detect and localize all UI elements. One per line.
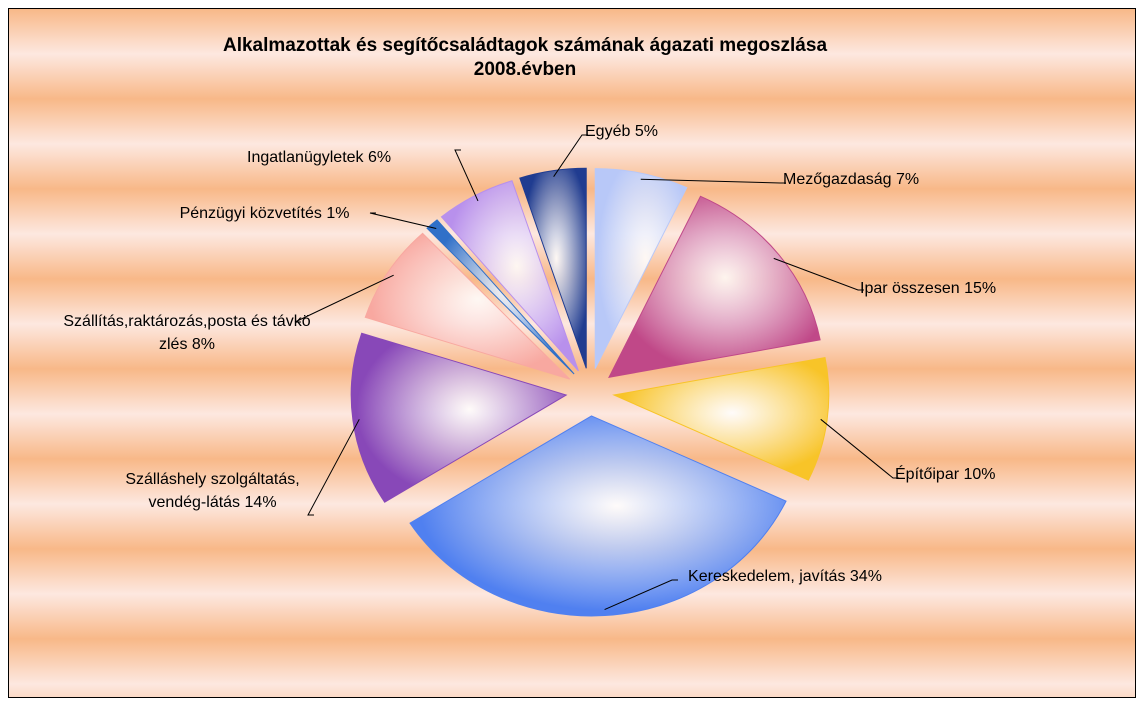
category-label: Kereskedelem, javítás (688, 568, 846, 585)
category-label: Szálláshely szolgáltatás, vendég-látás (125, 471, 300, 511)
leader-line (294, 274, 394, 323)
pie-slice (350, 332, 568, 503)
leader-line (820, 418, 899, 479)
value-label: 5% (634, 123, 658, 140)
pie-slice (612, 356, 830, 481)
category-label: Ipar összesen (860, 280, 960, 297)
leader-line (553, 134, 588, 177)
data-label: Szálláshely szolgáltatás, vendég-látás 1… (120, 468, 305, 514)
value-label: 15% (964, 280, 997, 297)
leader-line (604, 579, 678, 611)
value-label: 6% (367, 149, 392, 166)
data-label: Ingatlanügyletek 6% (247, 146, 487, 169)
data-label: Szállítás,raktározás,posta és távközlés … (62, 310, 312, 356)
category-label: Ingatlanügyletek (247, 149, 364, 166)
data-label: Egyéb 5% (585, 120, 785, 143)
leader-line (640, 178, 786, 184)
pie-slice (594, 168, 688, 369)
pie-slice (426, 219, 575, 375)
leader-line (369, 212, 437, 229)
leader-line (773, 257, 864, 291)
category-label: Pénzügyi közvetítés (179, 205, 322, 222)
value-label: 10% (963, 466, 996, 483)
value-label: 34% (849, 568, 882, 585)
leader-line (454, 149, 479, 202)
category-label: Építőipar (895, 466, 960, 483)
data-label: Pénzügyi közvetítés 1% (172, 202, 357, 225)
pie-slice (440, 180, 579, 372)
chart-title: Alkalmazottak és segítőcsaládtagok számá… (222, 35, 828, 80)
pie-slice (519, 167, 587, 369)
category-label: Mezőgazdaság (783, 171, 892, 188)
data-label: Mezőgazdaság 7% (783, 168, 1003, 191)
data-label: Építőipar 10% (895, 463, 1095, 486)
pie-slice (364, 232, 571, 380)
category-label: Egyéb (585, 123, 631, 140)
pie-slice (409, 415, 787, 617)
value-label: 7% (895, 171, 920, 188)
value-label: 8% (191, 336, 216, 353)
pie-slice (608, 195, 821, 378)
value-label: 14% (244, 494, 277, 511)
data-label: Kereskedelem, javítás 34% (680, 565, 890, 588)
value-label: 1% (326, 205, 350, 222)
leader-line (307, 419, 360, 516)
category-label: Szállítás,raktározás,posta és távközlés (63, 313, 311, 353)
data-label: Ipar összesen 15% (860, 277, 1080, 300)
